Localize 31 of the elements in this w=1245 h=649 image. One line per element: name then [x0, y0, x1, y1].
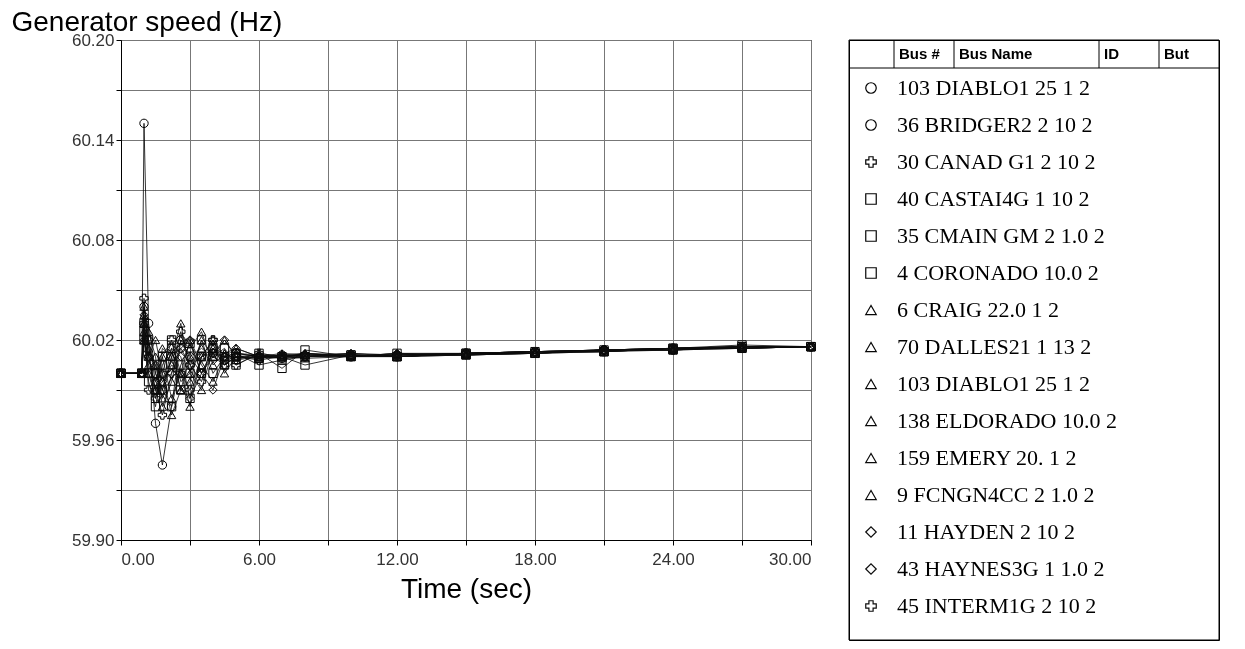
- legend-label: 159 EMERY 20. 1 2: [897, 445, 1077, 470]
- x-tick-label: 12.00: [376, 549, 419, 569]
- x-axis-title: Time (sec): [400, 572, 533, 604]
- legend-label: 43 HAYNES3G 1 1.0 2: [897, 556, 1105, 581]
- y-tick-label: 59.90: [71, 530, 115, 550]
- legend-label: 45 INTERM1G 2 10 2: [897, 593, 1097, 618]
- text: Bus #: [899, 45, 941, 62]
- legend-label: 11 HAYDEN 2 10 2: [897, 519, 1076, 544]
- text: ID: [1104, 45, 1120, 62]
- y-tick-label: 60.08: [71, 230, 115, 250]
- legend-label: 6 CRAIG 22.0 1 2: [897, 297, 1059, 322]
- y-tick-label: 60.02: [71, 330, 115, 350]
- legend-label: 4 CORONADO 10.0 2: [897, 260, 1099, 285]
- x-tick-label: 0.00: [121, 549, 155, 569]
- legend-label: 9 FCNGN4CC 2 1.0 2: [897, 482, 1095, 507]
- legend-label: 138 ELDORADO 10.0 2: [897, 408, 1117, 433]
- y-tick-label: 60.14: [71, 130, 115, 150]
- x-tick-label: 6.00: [242, 549, 277, 569]
- legend-label: 103 DIABLO1 25 1 2: [897, 75, 1091, 100]
- y-tick-label: 59.96: [71, 430, 115, 450]
- legend-label: 35 CMAIN GM 2 1.0 2: [897, 223, 1105, 248]
- legend-label: 36 BRIDGER2 2 10 2: [897, 112, 1093, 137]
- x-tick-label: 30.00: [768, 549, 812, 569]
- x-tick-label: 18.00: [514, 549, 557, 569]
- x-tick-label: 24.00: [652, 549, 695, 569]
- legend-label: 30 CANAD G1 2 10 2: [897, 149, 1096, 174]
- legend-label: 70 DALLES21 1 13 2: [897, 334, 1092, 359]
- text: Bus Name: [959, 45, 1033, 62]
- legend-label: 103 DIABLO1 25 1 2: [897, 371, 1091, 396]
- text: But: [1164, 45, 1189, 62]
- legend-label: 40 CASTAI4G 1 10 2: [897, 186, 1090, 211]
